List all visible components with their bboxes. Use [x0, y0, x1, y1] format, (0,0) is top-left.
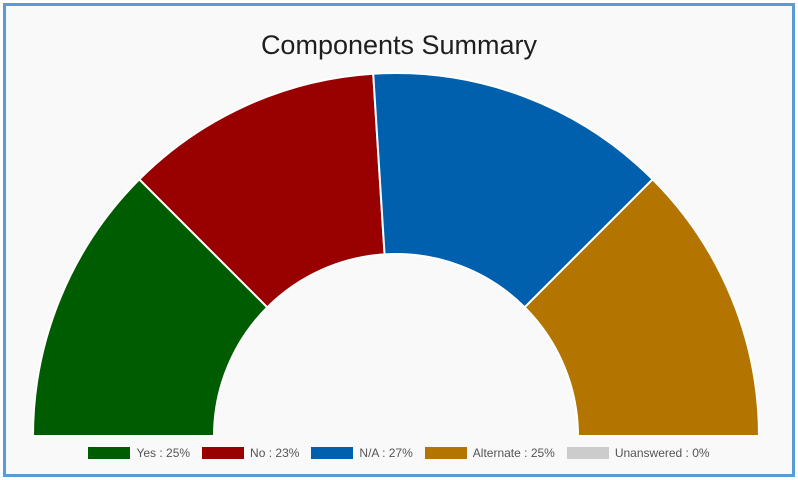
legend-label: N/A : 27%	[359, 446, 413, 460]
legend-label: Unanswered : 0%	[614, 446, 710, 460]
legend-swatch	[566, 447, 609, 459]
chart-frame: Components Summary Yes : 25% No : 23% N/…	[3, 3, 795, 477]
legend-label: Alternate : 25%	[472, 446, 555, 460]
half-donut-chart	[31, 72, 761, 437]
legend-item-unanswered[interactable]: Unanswered : 0%	[566, 446, 710, 460]
legend-item-na[interactable]: N/A : 27%	[311, 446, 413, 460]
legend-item-alternate[interactable]: Alternate : 25%	[424, 446, 555, 460]
chart-legend: Yes : 25% No : 23% N/A : 27% Alternate :…	[6, 446, 792, 460]
legend-swatch	[202, 447, 245, 459]
legend-item-no[interactable]: No : 23%	[202, 446, 299, 460]
legend-swatch	[311, 447, 354, 459]
legend-label: Yes : 25%	[136, 446, 191, 460]
chart-title: Components Summary	[260, 30, 538, 60]
legend-label: No : 23%	[250, 446, 300, 460]
slice-yes[interactable]	[31, 177, 269, 437]
slice-no[interactable]	[137, 72, 386, 309]
legend-swatch	[88, 447, 131, 459]
legend-item-yes[interactable]: Yes : 25%	[88, 446, 190, 460]
slice-alternate[interactable]	[523, 177, 761, 437]
legend-swatch	[424, 447, 467, 459]
